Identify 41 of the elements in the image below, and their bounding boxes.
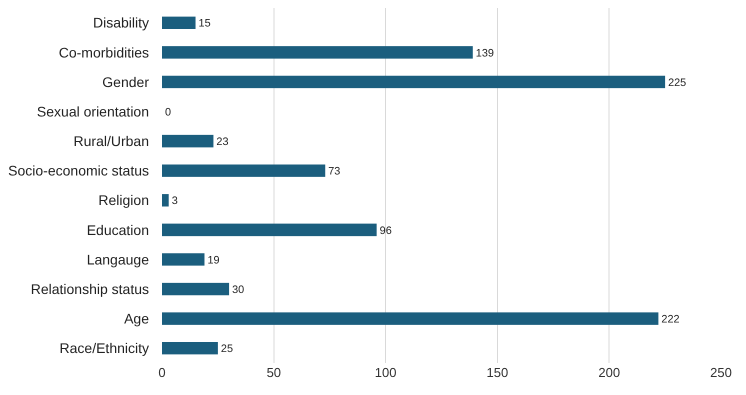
data-label: 3 [172, 195, 178, 208]
data-label: 139 [476, 47, 494, 60]
bar [162, 312, 658, 325]
data-label: 96 [380, 224, 392, 237]
x-tick-label: 0 [158, 365, 166, 380]
bar [162, 194, 169, 206]
y-tick-label: Socio-economic status [8, 162, 149, 179]
data-label: 225 [668, 76, 686, 89]
x-tick-label: 150 [486, 365, 508, 380]
y-tick-label: Disability [92, 14, 149, 31]
x-tick-label: 200 [598, 365, 620, 380]
y-tick-label: Gender [102, 74, 150, 90]
bar [162, 224, 377, 236]
data-label: 19 [207, 254, 220, 266]
y-tick-label: Co-morbidities [58, 44, 149, 60]
bar [162, 46, 473, 59]
y-tick-label: Langauge [86, 251, 150, 268]
data-label: 30 [232, 284, 244, 296]
x-tick-label: 250 [710, 365, 732, 380]
bar [162, 164, 326, 177]
y-tick-label: Education [86, 222, 149, 238]
data-label: 15 [198, 18, 211, 30]
y-tick-label: Sexual orientation [36, 103, 149, 120]
y-tick-label: Relationship status [30, 280, 149, 297]
bar [162, 282, 230, 296]
bar [162, 134, 214, 148]
data-label: 0 [165, 106, 172, 118]
y-tick-label: Rural/Urban [74, 133, 149, 150]
y-tick-label: Religion [98, 192, 149, 208]
data-label: 222 [661, 314, 680, 326]
bar [162, 16, 196, 29]
x-tick-label: 50 [266, 365, 282, 380]
data-label: 73 [328, 166, 340, 178]
y-tick-label: Age [124, 310, 150, 327]
y-tick-label: Race/Ethnicity [60, 340, 149, 356]
x-tick-label: 100 [374, 365, 396, 380]
bar [162, 253, 204, 266]
data-label: 25 [220, 343, 233, 356]
bar [162, 342, 218, 354]
data-label: 23 [216, 136, 229, 148]
bar [162, 76, 666, 88]
